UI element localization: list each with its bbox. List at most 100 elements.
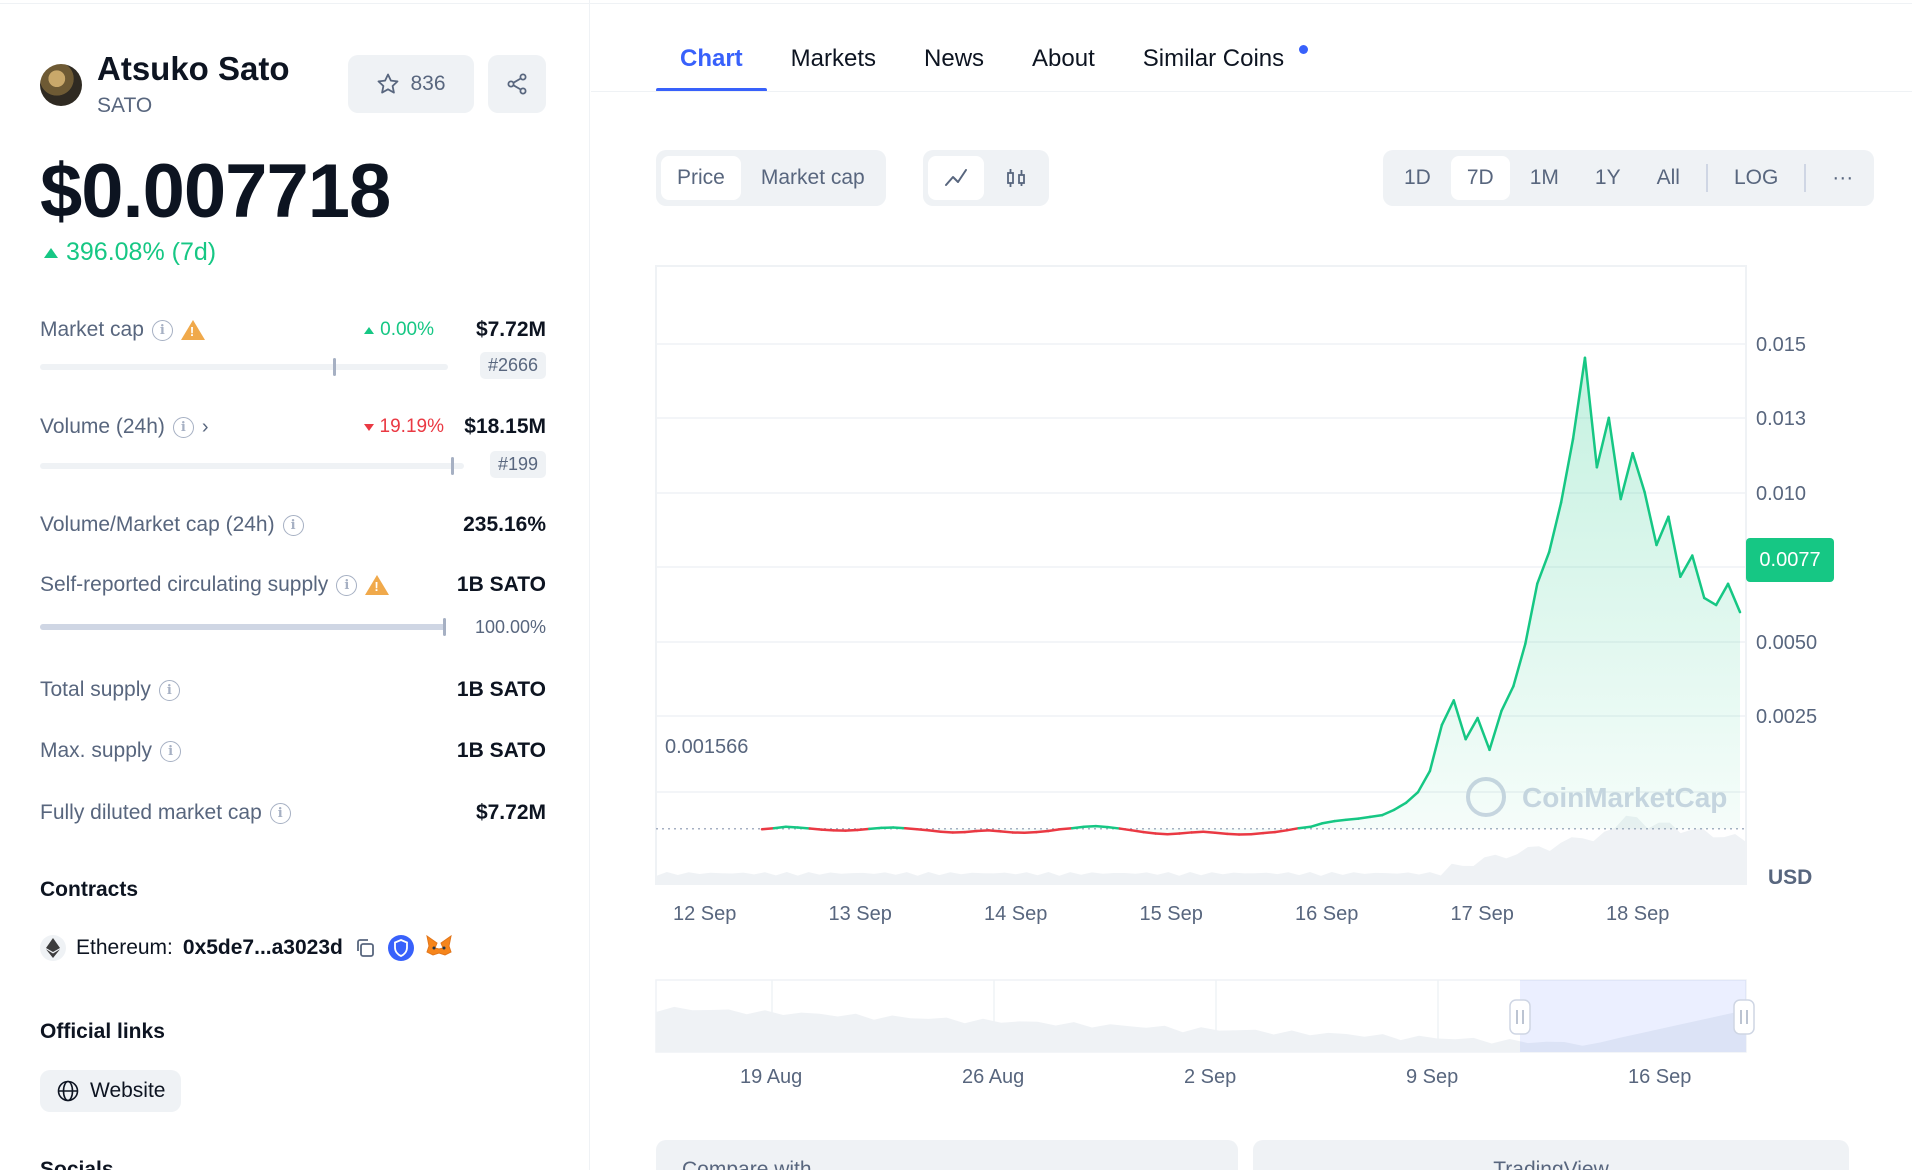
coin-symbol: SATO: [97, 94, 153, 117]
price-line-segment: [903, 826, 919, 831]
shield-icon[interactable]: [387, 934, 415, 962]
price-line-segment: [1416, 769, 1432, 794]
price-line-segment: [1166, 832, 1181, 836]
price-line-segment: [1035, 829, 1050, 834]
tab-label: Similar Coins: [1142, 45, 1285, 72]
y-tick-label: 0.010: [1756, 483, 1806, 505]
range-1m[interactable]: 1M: [1529, 166, 1559, 189]
info-icon[interactable]: i: [269, 802, 291, 824]
price-line-segment: [1559, 437, 1575, 504]
info-icon[interactable]: i: [282, 514, 304, 536]
more-options-button[interactable]: ···: [1832, 166, 1854, 189]
price-line-segment: [1118, 827, 1133, 832]
warning-icon[interactable]: [180, 320, 205, 340]
stat-change-value: 19.19%: [379, 416, 444, 437]
stat-value: 1B SATO: [456, 678, 546, 701]
price-line-segment: [927, 829, 943, 833]
metamask-icon[interactable]: [425, 935, 453, 961]
website-label: Website: [90, 1079, 166, 1102]
price-line-segment: [820, 828, 835, 832]
navigator-handle[interactable]: [1509, 999, 1531, 1035]
info-icon[interactable]: i: [172, 416, 194, 438]
price-line-segment: [1357, 815, 1372, 820]
range-1d[interactable]: 1D: [1404, 166, 1431, 189]
candlestick-icon: [1007, 169, 1025, 187]
price-line-segment: [999, 830, 1014, 834]
stat-label: Volume/Market cap (24h): [40, 513, 275, 536]
stat-value: $18.15M: [464, 415, 546, 438]
price-line-segment: [975, 829, 990, 833]
mode-price[interactable]: Price: [661, 156, 741, 200]
range-7d[interactable]: 7D: [1450, 156, 1510, 200]
price-line-segment: [1667, 515, 1682, 579]
stat-value: 1B SATO: [456, 573, 546, 596]
contract-chain: Ethereum:: [76, 936, 173, 959]
x-tick-label: 18 Sep: [1606, 903, 1669, 925]
info-icon[interactable]: i: [151, 319, 173, 341]
socials-title: Socials: [40, 1158, 114, 1170]
compare-with-dropdown[interactable]: Compare with: [656, 1140, 1238, 1170]
stat-label: Fully diluted market cap: [40, 801, 262, 824]
contract-row: Ethereum: 0x5de7...a3023d: [40, 934, 453, 962]
x-tick-label: 16 Sep: [1295, 903, 1358, 925]
price-line-segment: [1571, 356, 1587, 441]
contract-address[interactable]: 0x5de7...a3023d: [182, 936, 343, 959]
navigator-tick-label: 26 Aug: [962, 1066, 1024, 1088]
stat-label: Max. supply: [40, 739, 153, 762]
price-line-segment: [1655, 515, 1670, 547]
info-icon[interactable]: i: [336, 574, 358, 596]
notification-dot: [1299, 45, 1309, 54]
range-1y[interactable]: 1Y: [1594, 166, 1621, 189]
share-button[interactable]: [488, 55, 546, 113]
price-line-segment: [1094, 824, 1110, 829]
divider: [1804, 164, 1807, 192]
price-line-segment: [1619, 451, 1634, 501]
x-tick-label: 14 Sep: [984, 903, 1047, 925]
supply-bar: [40, 618, 446, 636]
tradingview-button[interactable]: TradingView: [1253, 1140, 1849, 1170]
price-line-segment: [1702, 596, 1718, 607]
price-line-segment: [1643, 490, 1658, 547]
price-line-segment: [1607, 416, 1622, 501]
candlestick-chart-button[interactable]: [988, 156, 1044, 200]
tab-similar-coins[interactable]: Similar Coins: [1119, 40, 1320, 92]
tab-news[interactable]: News: [924, 45, 985, 72]
chart-type-toggle: [923, 150, 1049, 206]
warning-icon[interactable]: [365, 575, 390, 595]
official-links-title: Official links: [40, 1020, 165, 1043]
tab-chart[interactable]: Chart: [656, 40, 767, 92]
price-line-segment: [1476, 716, 1491, 752]
price-line-segment: [1404, 790, 1420, 805]
navigator-selection[interactable]: [1520, 980, 1746, 1052]
price-line-segment: [1714, 582, 1730, 607]
current-price-badge: 0.0077: [1746, 538, 1834, 582]
range-log[interactable]: LOG: [1733, 166, 1779, 189]
price-line-segment: [1154, 832, 1169, 836]
x-tick-label: 13 Sep: [829, 903, 892, 925]
navigator-handle[interactable]: [1733, 999, 1755, 1035]
price-line-segment: [1023, 830, 1038, 835]
price-line-segment: [1058, 826, 1074, 831]
website-link[interactable]: Website: [40, 1070, 182, 1112]
stat-change-value: 0.00%: [380, 319, 434, 340]
copy-icon[interactable]: [353, 936, 377, 960]
tab-about[interactable]: About: [1032, 45, 1095, 72]
price-line-segment: [856, 827, 871, 832]
chevron-right-icon[interactable]: ›: [201, 415, 209, 438]
mode-market-cap[interactable]: Market cap: [760, 166, 865, 189]
info-icon[interactable]: i: [160, 740, 182, 762]
line-chart-button[interactable]: [928, 156, 984, 200]
tab-markets[interactable]: Markets: [790, 45, 877, 72]
y-tick-label: 0.015: [1756, 334, 1806, 356]
watchlist-button[interactable]: 836: [348, 55, 474, 113]
price-line-segment: [1631, 451, 1646, 494]
info-icon[interactable]: i: [158, 679, 180, 701]
y-tick-label: 0.0025: [1756, 706, 1817, 728]
stat-label: Volume (24h): [40, 415, 165, 438]
price-line-segment: [1583, 356, 1599, 469]
price-line-segment: [1213, 831, 1229, 836]
stat-label: Self-reported circulating supply: [40, 573, 329, 596]
range-all[interactable]: All: [1656, 166, 1680, 189]
navigator-tick-label: 16 Sep: [1628, 1066, 1691, 1088]
